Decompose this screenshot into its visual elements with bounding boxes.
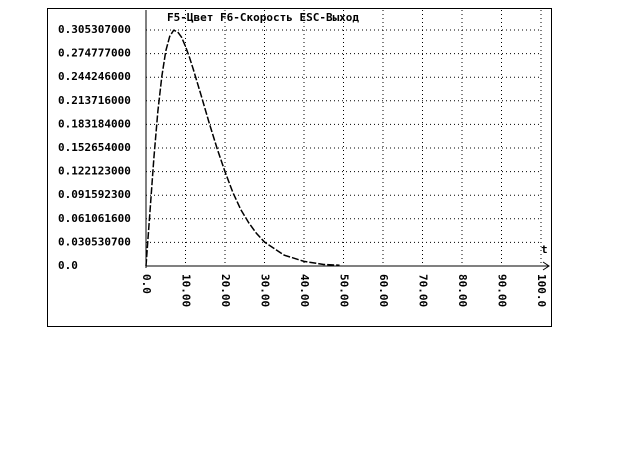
x-tick-label: 60.00 — [377, 274, 390, 307]
x-tick-label: 50.00 — [338, 274, 351, 307]
x-tick-label: 70.00 — [417, 274, 430, 307]
data-line — [145, 29, 340, 267]
x-tick-label: 0.0 — [140, 274, 153, 294]
x-tick-label: 80.00 — [456, 274, 469, 307]
x-tick-label: 40.00 — [298, 274, 311, 307]
x-tick-label: 90.00 — [496, 274, 509, 307]
y-tick-label: 0.183184000 — [58, 117, 131, 130]
x-tick-label: 100.0 — [535, 274, 548, 307]
menu-title: F5-Цвет F6-Скорость ESC-Выход — [167, 11, 359, 24]
x-tick-label: 30.00 — [259, 274, 272, 307]
axis-arrow — [542, 261, 550, 271]
y-tick-label: 0.122123000 — [58, 165, 131, 178]
y-tick-label: 0.213716000 — [58, 94, 131, 107]
y-tick-label: 0.061061600 — [58, 212, 131, 225]
y-tick-label: 0.091592300 — [58, 188, 131, 201]
x-axis-label: t — [541, 243, 548, 256]
x-tick-label: 20.00 — [219, 274, 232, 307]
y-tick-label: 0.305307000 — [58, 23, 131, 36]
y-tick-label: 0.152654000 — [58, 141, 131, 154]
x-tick-label: 10.00 — [180, 274, 193, 307]
y-tick-label: 0.0 — [58, 259, 78, 272]
y-tick-label: 0.030530700 — [58, 235, 131, 248]
y-tick-label: 0.274777000 — [58, 47, 131, 60]
frame — [47, 8, 552, 327]
y-tick-label: 0.244246000 — [58, 70, 131, 83]
